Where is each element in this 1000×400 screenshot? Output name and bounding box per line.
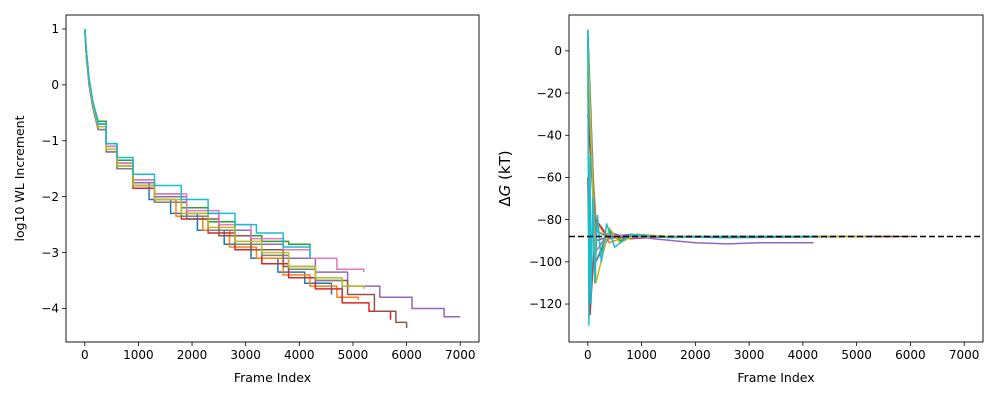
series-line-2 xyxy=(587,93,862,244)
y-tick-label: 1 xyxy=(51,22,59,36)
x-tick-label: 0 xyxy=(81,348,89,362)
series-line-6 xyxy=(587,114,911,242)
y-tick-label: −100 xyxy=(529,255,562,269)
y-tick-label: −2 xyxy=(41,190,59,204)
series-line-9 xyxy=(84,28,365,289)
series-group xyxy=(587,29,911,326)
series-line-8 xyxy=(587,82,846,240)
y-tick-label: −3 xyxy=(41,246,59,260)
series-line-10 xyxy=(84,28,311,259)
x-tick-label: 6000 xyxy=(391,348,422,362)
x-tick-label: 5000 xyxy=(338,348,369,362)
x-tick-label: 0 xyxy=(584,348,592,362)
series-line-10 xyxy=(587,29,814,326)
x-tick-label: 3000 xyxy=(734,348,765,362)
y-tick-label: 0 xyxy=(554,44,562,58)
x-tick-label: 2000 xyxy=(177,348,208,362)
series-line-2 xyxy=(84,28,360,301)
series-line-1 xyxy=(587,29,836,253)
y-axis-label: log10 WL Increment xyxy=(12,115,27,241)
series-line-4 xyxy=(587,177,895,316)
x-axis-label: Frame Index xyxy=(737,370,814,385)
series-line-4 xyxy=(84,28,392,320)
series-line-3 xyxy=(587,40,814,263)
y-tick-label: −60 xyxy=(537,171,562,185)
x-tick-label: 5000 xyxy=(841,348,872,362)
y-tick-label: −40 xyxy=(537,128,562,142)
x-tick-label: 3000 xyxy=(230,348,261,362)
x-tick-label: 2000 xyxy=(680,348,711,362)
x-tick-label: 7000 xyxy=(445,348,476,362)
x-tick-label: 4000 xyxy=(788,348,819,362)
y-axis-label: ΔG (kT) xyxy=(496,150,514,206)
y-tick-label: −4 xyxy=(41,302,59,316)
y-tick-label: −80 xyxy=(537,213,562,227)
x-tick-label: 6000 xyxy=(895,348,926,362)
series-group xyxy=(84,28,461,328)
y-tick-label: 0 xyxy=(51,78,59,92)
y-tick-label: −120 xyxy=(529,297,562,311)
series-line-5 xyxy=(587,71,814,263)
x-tick-label: 7000 xyxy=(949,348,980,362)
series-line-1 xyxy=(84,28,333,295)
right-chart-panel: 0 1000 2000 3000 4000 5000 6000 7000 0 −20 −40 −60 −… xyxy=(496,14,984,385)
x-tick-label: 1000 xyxy=(626,348,657,362)
plot-frame xyxy=(65,14,480,343)
series-line-9 xyxy=(587,40,868,284)
x-axis-label: Frame Index xyxy=(234,370,311,385)
plot-frame xyxy=(568,14,984,343)
y-tick-label: −1 xyxy=(41,134,59,148)
left-chart-panel: 0 1000 2000 3000 4000 5000 6000 7000 1 0 −1 −2 −3 −4 F… xyxy=(12,14,480,385)
series-line-7 xyxy=(587,50,868,253)
y-tick-label: −20 xyxy=(537,86,562,100)
x-tick-label: 1000 xyxy=(123,348,154,362)
x-tick-label: 4000 xyxy=(284,348,315,362)
series-line-5 xyxy=(84,28,461,318)
